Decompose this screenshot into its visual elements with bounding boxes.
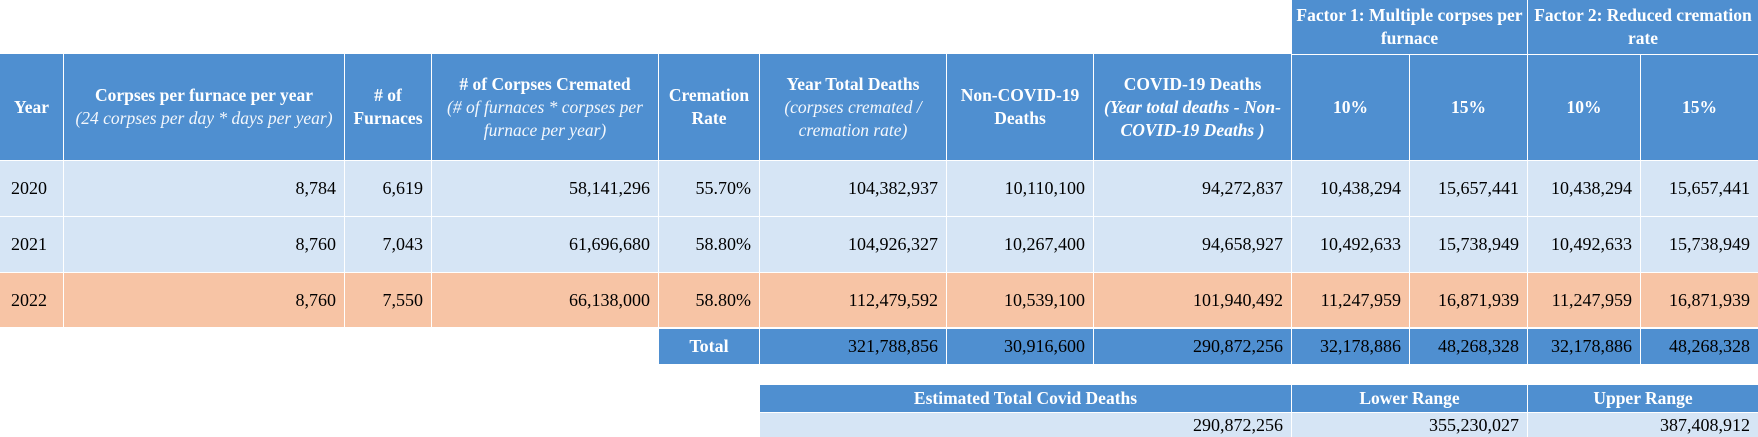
cell-year-total-deaths: 112,479,592 [760, 273, 946, 327]
col-header-f1-10-label: 10% [1333, 97, 1368, 117]
cell-covid-deaths: 94,272,837 [1094, 161, 1291, 216]
col-header-corpses-cremated: # of Corpses Cremated (# of furnaces * c… [432, 54, 658, 160]
factor2-header-label: Factor 2: Reduced cremation rate [1534, 5, 1752, 48]
cell-furnaces: 6,619 [345, 161, 431, 216]
cell-corpses-cremated: 61,696,680 [432, 217, 658, 272]
cell-f1-15: 16,871,939 [1410, 273, 1527, 327]
col-header-covid-deaths: COVID-19 Deaths (Year total deaths - Non… [1094, 54, 1291, 160]
col-header-f1-15-label: 15% [1451, 97, 1486, 117]
col-header-non-covid-deaths: Non-COVID-19 Deaths [947, 54, 1093, 160]
cell-year: 2022 [0, 273, 63, 327]
cell-f1-15: 15,738,949 [1410, 217, 1527, 272]
estimate-header: Estimated Total Covid Deaths [760, 385, 1291, 412]
cell-f1-15: 15,657,441 [1410, 161, 1527, 216]
lower-range-header: Lower Range [1292, 385, 1527, 412]
col-header-year-label: Year [14, 96, 49, 117]
cell-corpses-cremated: 58,141,296 [432, 161, 658, 216]
col-header-corpses-cremated-label: # of Corpses Cremated [459, 73, 631, 94]
col-header-f2-15-label: 15% [1682, 97, 1717, 117]
cell-non-covid-deaths: 10,110,100 [947, 161, 1093, 216]
col-header-year-total-deaths-label: Year Total Deaths [786, 73, 920, 94]
col-header-cremation-rate: Cremation Rate [659, 54, 759, 160]
cell-year-total-deaths: 104,382,937 [760, 161, 946, 216]
col-header-f2-10-label: 10% [1566, 97, 1602, 117]
estimate-value: 290,872,256 [760, 413, 1291, 437]
total-covid-deaths: 290,872,256 [1094, 329, 1291, 364]
cell-f2-15: 15,657,441 [1641, 161, 1758, 216]
cell-f2-10: 11,247,959 [1528, 273, 1640, 327]
factor1-header-label: Factor 1: Multiple corpses per furnace [1296, 5, 1523, 48]
cell-cremation-rate: 55.70% [659, 161, 759, 216]
cell-furnaces: 7,550 [345, 273, 431, 327]
cell-cremation-rate: 58.80% [659, 217, 759, 272]
cell-f2-10: 10,438,294 [1528, 161, 1640, 216]
cell-cremation-rate: 58.80% [659, 273, 759, 327]
estimate-header-label: Estimated Total Covid Deaths [913, 388, 1138, 408]
cell-f2-10: 10,492,633 [1528, 217, 1640, 272]
cell-corpses-per-furnace: 8,784 [64, 161, 344, 216]
cell-year: 2021 [0, 217, 63, 272]
cell-non-covid-deaths: 10,267,400 [947, 217, 1093, 272]
col-header-covid-deaths-label: COVID-19 Deaths [1123, 73, 1262, 94]
cell-f1-10: 10,492,633 [1292, 217, 1409, 272]
col-header-furnaces-label: # of Furnaces [353, 85, 423, 128]
lower-range-value: 355,230,027 [1292, 413, 1527, 437]
cell-covid-deaths: 101,940,492 [1094, 273, 1291, 327]
cell-corpses-per-furnace: 8,760 [64, 273, 344, 327]
upper-range-value: 387,408,912 [1528, 413, 1758, 437]
cell-f1-10: 11,247,959 [1292, 273, 1409, 327]
col-header-f2-15: 15% [1641, 55, 1758, 160]
cell-covid-deaths: 94,658,927 [1094, 217, 1291, 272]
col-header-year-total-deaths-note: (corpses cremated / cremation rate) [784, 96, 922, 140]
cell-year-total-deaths: 104,926,327 [760, 217, 946, 272]
factor2-header: Factor 2: Reduced cremation rate [1528, 0, 1758, 54]
total-year-total-deaths: 321,788,856 [760, 329, 946, 364]
total-f2-15: 48,268,328 [1641, 329, 1758, 364]
cell-f2-15: 15,738,949 [1641, 217, 1758, 272]
upper-range-header: Upper Range [1528, 385, 1758, 412]
col-header-corpses-per-furnace-note: (24 corpses per day * days per year) [75, 108, 333, 128]
col-header-year-total-deaths: Year Total Deaths (corpses cremated / cr… [760, 54, 946, 160]
total-f2-10: 32,178,886 [1528, 329, 1640, 364]
total-non-covid-deaths: 30,916,600 [947, 329, 1093, 364]
col-header-f2-10: 10% [1528, 55, 1640, 160]
total-f1-15: 48,268,328 [1410, 329, 1527, 364]
col-header-corpses-per-furnace-label: Corpses per furnace per year [94, 85, 314, 105]
col-header-f1-10: 10% [1292, 55, 1409, 160]
cell-year: 2020 [0, 161, 63, 216]
total-f1-10: 32,178,886 [1292, 329, 1409, 364]
col-header-corpses-per-furnace: Corpses per furnace per year (24 corpses… [64, 54, 344, 160]
col-header-year: Year [0, 54, 63, 160]
col-header-corpses-cremated-note: (# of furnaces * corpses per furnace per… [447, 96, 643, 140]
factor1-header: Factor 1: Multiple corpses per furnace [1292, 0, 1527, 54]
upper-range-header-label: Upper Range [1593, 388, 1693, 408]
cell-corpses-cremated: 66,138,000 [432, 273, 658, 327]
col-header-f1-15: 15% [1410, 55, 1527, 160]
cell-f2-15: 16,871,939 [1641, 273, 1758, 327]
col-header-cremation-rate-label: Cremation Rate [668, 85, 750, 128]
total-label: Total [659, 329, 759, 364]
lower-range-header-label: Lower Range [1359, 388, 1460, 408]
cell-f1-10: 10,438,294 [1292, 161, 1409, 216]
col-header-covid-deaths-note: (Year total deaths - Non-COVID-19 Deaths… [1104, 96, 1281, 140]
cell-corpses-per-furnace: 8,760 [64, 217, 344, 272]
col-header-non-covid-deaths-label: Non-COVID-19 Deaths [960, 85, 1080, 128]
col-header-furnaces: # of Furnaces [345, 54, 431, 160]
cell-furnaces: 7,043 [345, 217, 431, 272]
cell-non-covid-deaths: 10,539,100 [947, 273, 1093, 327]
